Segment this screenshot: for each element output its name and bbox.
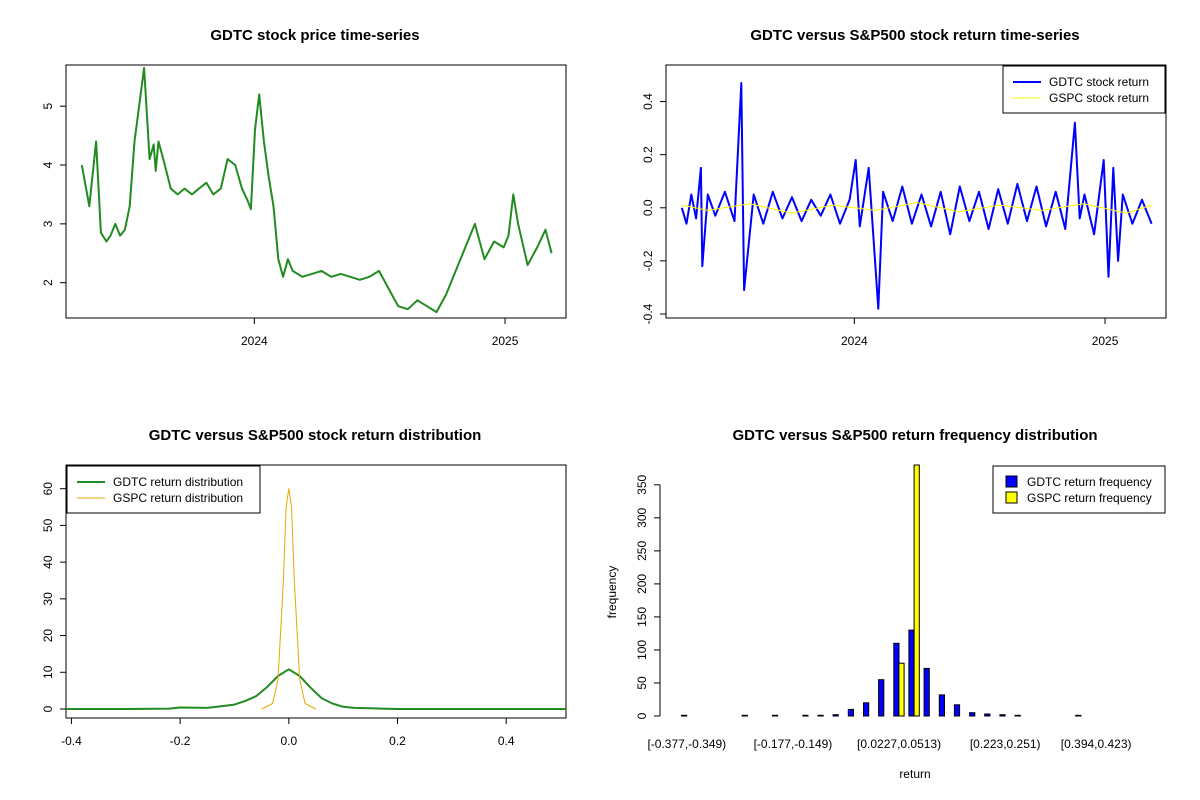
- price-plot-box: [65, 64, 567, 319]
- return-distribution-panel: GDTC versus S&P500 stock return distribu…: [41, 427, 567, 748]
- distribution-chart-title: GDTC versus S&P500 stock return distribu…: [149, 427, 482, 444]
- distribution-y-tick-label: 40: [41, 555, 55, 569]
- histogram-y-axis-label: frequency: [605, 566, 619, 619]
- gdtc-density-line: [66, 668, 566, 710]
- histogram-y-tick-label: 300: [635, 508, 649, 528]
- histogram-bars: [681, 464, 1082, 717]
- distribution-x-tick-label: 0.2: [389, 734, 406, 748]
- gdtc-frequency-bar: [908, 629, 915, 717]
- histogram-y-tick-label: 200: [635, 574, 649, 594]
- histogram-y-tick-label: 50: [635, 676, 649, 690]
- legend-label-gspc-distribution: GSPC return distribution: [113, 491, 243, 505]
- gdtc-frequency-bar: [984, 713, 991, 717]
- distribution-x-tick-label: 0.4: [498, 734, 515, 748]
- histogram-legend: GDTC return frequency GSPC return freque…: [992, 465, 1166, 514]
- distribution-y-tick-label: 20: [41, 629, 55, 643]
- price-y-tick-label: 2: [41, 279, 55, 286]
- distribution-x-tick-label: -0.4: [61, 734, 82, 748]
- return-chart-title: GDTC versus S&P500 stock return time-ser…: [750, 27, 1079, 44]
- return-series: [680, 82, 1153, 310]
- gdtc-frequency-bar: [681, 714, 688, 717]
- legend-swatch-gdtc-frequency: [1005, 475, 1018, 488]
- price-x-tick-label: 2025: [492, 334, 519, 348]
- distribution-y-tick-label: 30: [41, 592, 55, 606]
- legend-label-gdtc-return: GDTC stock return: [1049, 75, 1149, 89]
- gdtc-frequency-bar: [772, 714, 779, 717]
- frequency-histogram-panel: GDTC versus S&P500 return frequency dist…: [605, 427, 1166, 781]
- price-axis-ticks: 2 3 4 5 2024 2025: [41, 103, 519, 348]
- distribution-legend-box: [66, 465, 261, 514]
- distribution-y-tick-label: 50: [41, 518, 55, 532]
- histogram-category-label: [-0.177,-0.149): [754, 737, 833, 751]
- distribution-x-tick-label: -0.2: [170, 734, 191, 748]
- distribution-y-tick-label: 60: [41, 482, 55, 496]
- gdtc-frequency-bar: [953, 704, 961, 717]
- distribution-legend: GDTC return distribution GSPC return dis…: [66, 465, 261, 514]
- gdtc-frequency-bar: [817, 714, 824, 717]
- gspc-density-line: [261, 488, 317, 710]
- histogram-y-tick-label: 150: [635, 607, 649, 627]
- return-y-tick-label: 0.4: [641, 93, 655, 110]
- histogram-category-label: [0.394,0.423): [1061, 737, 1132, 751]
- return-y-tick-label: -0.2: [641, 250, 655, 271]
- histogram-y-tick-label: 100: [635, 640, 649, 660]
- gdtc-frequency-bar: [1075, 714, 1082, 717]
- price-timeseries-panel: GDTC stock price time-series 2 3 4 5 2024 202…: [41, 27, 567, 348]
- return-y-tick-label: -0.4: [641, 303, 655, 324]
- legend-label-gspc-frequency: GSPC return frequency: [1027, 491, 1152, 505]
- histogram-category-label: [-0.377,-0.349): [647, 737, 726, 751]
- histogram-legend-box: [992, 465, 1166, 514]
- return-x-tick-label: 2025: [1092, 334, 1119, 348]
- legend-label-gdtc-distribution: GDTC return distribution: [113, 475, 243, 489]
- price-series-line: [80, 66, 553, 314]
- histogram-y-tick-label: 0: [635, 712, 649, 719]
- histogram-category-label: [0.223,0.251): [970, 737, 1041, 751]
- gdtc-return-line: [680, 82, 1153, 310]
- price-y-tick-label: 5: [41, 103, 55, 110]
- price-x-tick-label: 2024: [241, 334, 268, 348]
- gdtc-frequency-bar: [741, 714, 748, 717]
- price-chart-title: GDTC stock price time-series: [210, 27, 419, 44]
- legend-swatch-gspc-frequency: [1005, 491, 1018, 504]
- distribution-x-tick-label: 0.0: [280, 734, 297, 748]
- return-y-tick-label: 0.0: [641, 199, 655, 216]
- return-timeseries-panel: GDTC versus S&P500 stock return time-ser…: [641, 27, 1167, 348]
- gdtc-frequency-bar: [938, 694, 945, 717]
- histogram-category-label: [0.0227,0.0513): [857, 737, 941, 751]
- price-y-tick-label: 3: [41, 220, 55, 227]
- gdtc-frequency-bar: [802, 714, 809, 717]
- return-axis-ticks: -0.4 -0.2 0.0 0.2 0.4 2024 2025: [641, 93, 1119, 348]
- histogram-y-tick-label: 250: [635, 541, 649, 561]
- price-y-tick-label: 4: [41, 161, 55, 168]
- return-x-tick-label: 2024: [841, 334, 868, 348]
- gdtc-frequency-bar: [1014, 714, 1021, 717]
- distribution-y-tick-label: 10: [41, 665, 55, 679]
- gspc-frequency-bar: [913, 464, 920, 717]
- return-legend: GDTC stock return GSPC stock return: [1002, 65, 1166, 114]
- gdtc-frequency-bar: [923, 667, 930, 717]
- gdtc-frequency-bar: [863, 702, 870, 717]
- gspc-return-line: [681, 202, 1152, 214]
- gdtc-frequency-bar: [878, 679, 885, 717]
- gdtc-frequency-bar: [832, 714, 839, 717]
- histogram-x-axis-label: return: [899, 767, 930, 781]
- distribution-series: [66, 488, 566, 710]
- histogram-axis-ticks: 0 50 100 150 200 250 300 350 [-0.377,-0.349) [-0.…: [635, 474, 1132, 751]
- distribution-y-tick-label: 0: [41, 705, 55, 712]
- return-y-tick-label: 0.2: [641, 146, 655, 163]
- gdtc-frequency-bar: [969, 712, 976, 717]
- histogram-chart-title: GDTC versus S&P500 return frequency dist…: [732, 427, 1097, 444]
- gdtc-frequency-bar: [999, 714, 1006, 717]
- distribution-axis-ticks: 0 10 20 30 40 50 60 -0.4 -0.2 0.0 0.2 0.4: [41, 482, 515, 748]
- histogram-y-tick-label: 350: [635, 474, 649, 494]
- legend-label-gdtc-frequency: GDTC return frequency: [1027, 475, 1152, 489]
- gdtc-frequency-bar: [847, 708, 854, 717]
- return-legend-box: [1002, 65, 1166, 114]
- gspc-frequency-bar: [898, 662, 905, 717]
- gdtc-frequency-bar: [893, 642, 900, 717]
- price-series: [80, 66, 553, 314]
- legend-label-gspc-return: GSPC stock return: [1049, 91, 1149, 105]
